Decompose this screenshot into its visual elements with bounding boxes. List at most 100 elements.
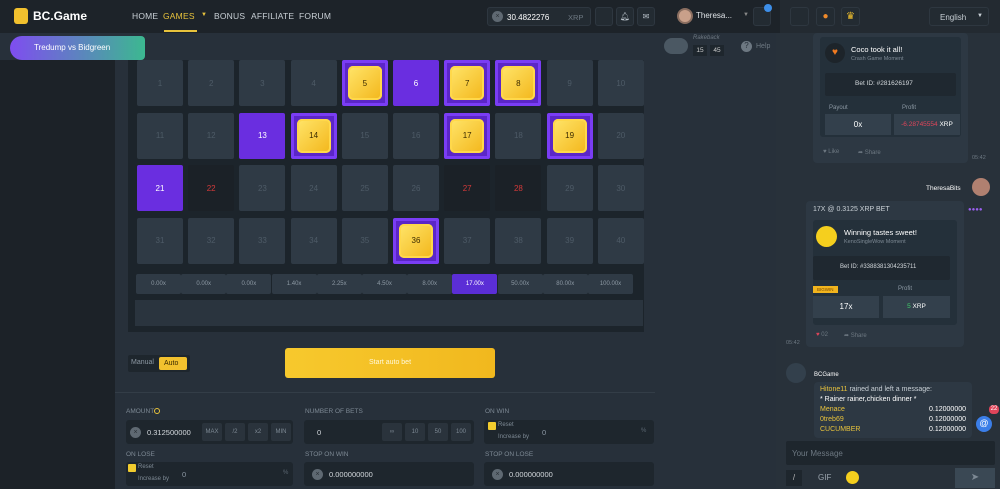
double-button[interactable]: x2 bbox=[248, 423, 268, 441]
keno-cell[interactable]: 18 bbox=[495, 112, 542, 159]
bets-10-button[interactable]: 10 bbox=[405, 423, 425, 441]
bell-icon[interactable]: 🔔︎ bbox=[616, 7, 634, 26]
keno-cell[interactable]: 21 bbox=[137, 165, 183, 211]
rain-icon[interactable] bbox=[790, 7, 809, 26]
keno-cell[interactable]: 40 bbox=[597, 217, 644, 264]
chat-username[interactable]: TheresaBits bbox=[926, 185, 961, 192]
username[interactable]: Theresa... bbox=[696, 11, 733, 20]
recipient-name[interactable]: CUCUMBER bbox=[820, 426, 861, 433]
share-button[interactable]: ➦ Share bbox=[858, 150, 881, 156]
keno-cell[interactable]: 4 bbox=[290, 60, 337, 106]
share-button[interactable]: ➦ Share bbox=[844, 333, 867, 339]
keno-cell[interactable]: 9 bbox=[546, 60, 593, 106]
send-button[interactable]: ➤ bbox=[955, 468, 995, 488]
fire-icon[interactable]: ● bbox=[816, 7, 835, 26]
mail-icon[interactable]: ✉︎ bbox=[637, 7, 655, 26]
start-auto-bet-button[interactable]: Start auto bet bbox=[285, 348, 495, 378]
number-of-bets-input[interactable]: 0 ∞ 10 50 100 bbox=[304, 420, 474, 444]
recipient-name[interactable]: Menace bbox=[820, 406, 845, 413]
chat-username[interactable]: BCGame bbox=[814, 372, 839, 378]
on-win-input[interactable]: Reset Increase by 0 % bbox=[484, 420, 654, 444]
recipient-name[interactable]: 0treb69 bbox=[820, 416, 844, 423]
help-link[interactable]: Help bbox=[756, 43, 771, 50]
keno-cell[interactable]: 35 bbox=[341, 217, 388, 264]
bcgame-avatar[interactable] bbox=[786, 363, 806, 383]
keno-cell[interactable]: 7 bbox=[444, 60, 491, 106]
trophy-icon[interactable]: ♛ bbox=[841, 7, 860, 26]
bets-50-button[interactable]: 50 bbox=[428, 423, 448, 441]
keno-cell[interactable]: 15 bbox=[341, 112, 388, 159]
keno-cell[interactable]: 10 bbox=[597, 60, 644, 106]
keno-cell[interactable]: 39 bbox=[546, 217, 593, 264]
keno-cell[interactable]: 32 bbox=[188, 217, 235, 264]
balance-selector[interactable]: × 30.4822276 XRP bbox=[487, 7, 591, 26]
keno-cell[interactable]: 3 bbox=[239, 60, 286, 106]
keno-cell[interactable]: 8 bbox=[495, 60, 542, 106]
bet-id-link[interactable]: Bet ID: #281626197 bbox=[825, 73, 956, 96]
keno-cell[interactable]: 11 bbox=[137, 112, 183, 159]
nav-games[interactable]: GAMES bbox=[163, 11, 195, 21]
stop-on-lose-input[interactable]: × 0.000000000 bbox=[484, 462, 654, 486]
nav-affiliate[interactable]: AFFILIATE bbox=[251, 11, 295, 21]
keno-cell[interactable]: 22 bbox=[188, 165, 235, 211]
keno-cell[interactable]: 34 bbox=[290, 217, 337, 264]
mention-icon[interactable]: @ bbox=[976, 416, 992, 432]
half-button[interactable]: /2 bbox=[225, 423, 245, 441]
bets-100-button[interactable]: 100 bbox=[451, 423, 471, 441]
wallet-button[interactable] bbox=[595, 7, 613, 26]
gif-button[interactable]: GIF bbox=[818, 473, 832, 482]
keno-cell[interactable]: 12 bbox=[188, 112, 235, 159]
nav-forum[interactable]: FORUM bbox=[299, 11, 332, 21]
like-button[interactable]: ♥ Like bbox=[823, 149, 840, 155]
avatar[interactable] bbox=[677, 8, 693, 24]
keno-cell[interactable]: 23 bbox=[239, 165, 286, 211]
keno-cell[interactable]: 1 bbox=[137, 60, 183, 106]
like-button[interactable]: ♥ 02 bbox=[816, 332, 828, 338]
auto-tab[interactable]: Auto bbox=[159, 357, 187, 370]
keno-cell[interactable]: 19 bbox=[546, 112, 593, 159]
keno-cell[interactable]: 27 bbox=[444, 165, 491, 211]
keno-cell[interactable]: 6 bbox=[393, 60, 439, 106]
keno-cell[interactable]: 16 bbox=[393, 112, 439, 159]
keno-cell[interactable]: 29 bbox=[546, 165, 593, 211]
keno-cell[interactable]: 20 bbox=[597, 112, 644, 159]
keno-cell[interactable]: 5 bbox=[341, 60, 388, 106]
keno-cell[interactable]: 2 bbox=[188, 60, 235, 106]
keno-cell[interactable]: 26 bbox=[393, 165, 439, 211]
command-button[interactable]: / bbox=[786, 470, 802, 486]
language-select[interactable]: English ▼ bbox=[929, 7, 989, 26]
keno-cell[interactable]: 30 bbox=[597, 165, 644, 211]
stop-on-win-input[interactable]: × 0.000000000 bbox=[304, 462, 474, 486]
keno-cell[interactable]: 14 bbox=[290, 112, 337, 159]
on-lose-input[interactable]: Reset Increase by 0 % bbox=[126, 462, 293, 486]
keno-cell[interactable]: 13 bbox=[239, 112, 286, 159]
bet-id-link[interactable]: Bet ID: #3388381304235711 bbox=[813, 256, 950, 280]
keno-cell[interactable]: 17 bbox=[444, 112, 491, 159]
nav-bonus[interactable]: BONUS bbox=[214, 11, 246, 21]
amount-input[interactable]: × 0.312500000 MAX /2 x2 MIN bbox=[126, 420, 293, 444]
keno-cell[interactable]: 28 bbox=[495, 165, 542, 211]
keno-cell[interactable]: 31 bbox=[137, 217, 183, 264]
logo[interactable]: BC.Game bbox=[33, 9, 88, 23]
reset-checkbox[interactable] bbox=[488, 422, 496, 430]
manual-tab[interactable]: Manual bbox=[131, 359, 154, 366]
keno-cell[interactable]: 36 bbox=[393, 217, 439, 264]
infinite-button[interactable]: ∞ bbox=[382, 423, 402, 441]
keno-cell[interactable]: 37 bbox=[444, 217, 491, 264]
keno-cell[interactable]: 24 bbox=[290, 165, 337, 211]
promo-banner[interactable]: Tredump vs Bidgreen bbox=[10, 36, 145, 60]
nav-home[interactable]: HOME bbox=[132, 11, 159, 21]
message-input[interactable]: Your Message bbox=[786, 441, 995, 465]
rakeback-label[interactable]: Rakeback bbox=[693, 35, 720, 41]
keno-cell[interactable]: 25 bbox=[341, 165, 388, 211]
keno-cell[interactable]: 33 bbox=[239, 217, 286, 264]
reset-checkbox[interactable] bbox=[128, 464, 136, 472]
user-avatar[interactable] bbox=[972, 178, 990, 196]
help-icon[interactable]: ? bbox=[741, 41, 752, 52]
keno-cell[interactable]: 38 bbox=[495, 217, 542, 264]
emoji-icon[interactable] bbox=[846, 471, 859, 484]
min-button[interactable]: MIN bbox=[271, 423, 291, 441]
info-icon[interactable] bbox=[154, 408, 160, 414]
rainer-name[interactable]: Hitone11 bbox=[820, 386, 848, 393]
max-button[interactable]: MAX bbox=[202, 423, 222, 441]
